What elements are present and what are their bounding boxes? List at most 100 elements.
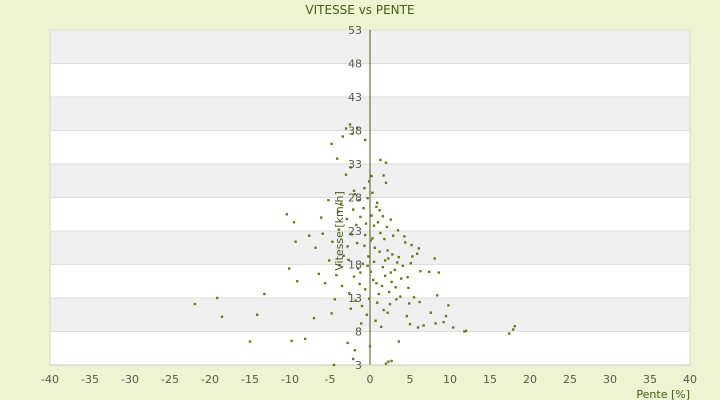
data-point [336,210,340,213]
data-point [382,308,385,312]
data-point [390,359,393,363]
data-point [344,127,348,130]
data-point [346,245,349,248]
data-point [386,311,389,314]
data-point [216,296,219,300]
x-tick-label: -25 [161,373,179,386]
data-point [411,255,414,258]
axes [50,30,690,366]
y-tick-label: 23 [348,225,362,238]
data-point [357,198,360,202]
data-point [368,297,371,300]
data-point [370,214,373,217]
data-point [376,221,380,224]
data-point [294,240,297,243]
data-point [345,217,348,221]
data-point [375,282,378,285]
x-axis-label: Pente [%] [636,388,690,400]
data-point [317,272,320,276]
data-point [328,259,331,262]
data-point [388,290,391,294]
y-tick-label: 28 [348,192,362,205]
data-point [304,337,307,341]
data-point [463,330,466,333]
data-point [389,218,392,221]
data-point [348,123,352,126]
data-point [356,267,360,270]
data-point [324,282,327,285]
data-point [373,246,376,249]
data-point [433,257,436,260]
y-tick-label: 43 [348,91,362,104]
data-point [380,325,383,329]
data-point [372,224,376,227]
data-point [332,363,336,367]
data-point [396,229,400,232]
x-tick-label: -10 [281,373,299,386]
data-point [312,316,316,320]
x-tick-label: 35 [643,373,657,386]
data-point [366,196,369,200]
data-point [349,307,352,310]
data-point [387,360,390,363]
y-tick-label: 48 [348,58,362,71]
data-point [355,223,358,227]
x-tick-label: -5 [325,373,336,386]
data-point [353,192,356,196]
data-point [330,142,333,146]
data-point [418,300,421,304]
data-point [386,249,389,252]
data-point [391,253,394,256]
data-point [364,222,368,225]
y-tick-label: 13 [348,292,362,305]
x-tick-label: 20 [523,373,537,386]
data-point [384,161,388,164]
data-point [335,274,338,277]
data-point [422,324,425,327]
data-point [406,276,409,279]
data-point [352,189,356,192]
data-point [350,233,353,236]
data-point [393,268,396,272]
data-point [412,296,416,299]
data-point [220,315,224,318]
data-point [385,225,388,229]
data-point [354,299,357,302]
data-point [419,270,422,273]
data-point [371,237,374,240]
data-point [409,261,412,265]
data-point [363,186,366,190]
data-point [428,270,431,274]
data-point [290,339,293,343]
data-point [372,260,376,264]
data-point [397,340,400,343]
data-point [442,320,445,324]
x-tick-label: -35 [81,373,99,386]
data-point [365,313,368,316]
data-point [434,322,437,325]
data-point [193,302,196,306]
data-point [248,340,252,343]
data-point [378,250,381,253]
data-point [356,126,359,130]
data-point [392,234,395,237]
y-tick-label: 38 [348,125,362,138]
data-point [368,345,372,348]
data-point [331,240,334,243]
data-point [342,254,345,257]
data-point [396,261,399,264]
data-point [379,231,382,235]
data-point [366,264,369,268]
data-point [375,205,378,209]
y-tick-label: 8 [355,326,362,339]
data-point [416,252,419,255]
data-point [384,274,387,278]
data-point [378,209,381,212]
data-point [407,286,410,290]
data-point [383,237,386,241]
data-point [285,213,288,216]
data-point [394,286,397,289]
data-point [372,278,375,282]
